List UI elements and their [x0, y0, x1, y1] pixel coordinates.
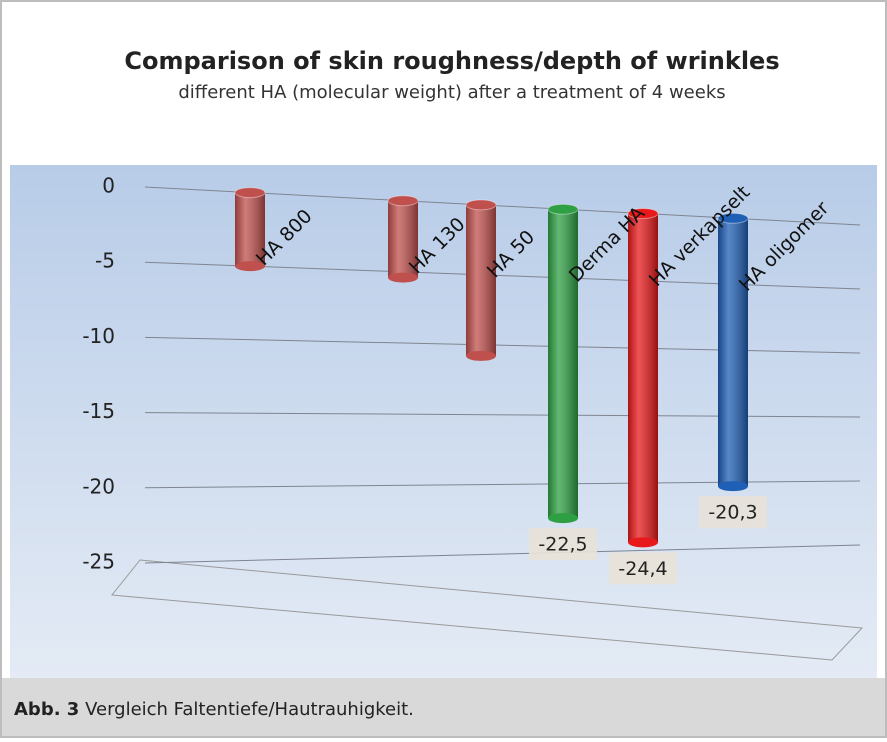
bar-shade	[388, 200, 418, 278]
value-label-box	[609, 552, 677, 585]
bar-shade	[628, 213, 658, 543]
value-label: -24,4	[618, 558, 667, 580]
bar-top	[547, 203, 579, 215]
bar-shade	[548, 209, 578, 519]
bar-bottom	[466, 350, 496, 361]
bar-top	[627, 207, 659, 219]
bar-top	[387, 195, 419, 207]
bar	[627, 207, 659, 548]
bar-bottom	[388, 272, 418, 283]
floor	[111, 559, 864, 661]
chart-title: Comparison of skin roughness/depth of wr…	[124, 47, 779, 75]
caption-band	[2, 678, 885, 736]
y-tick-label: -5	[95, 249, 115, 273]
chart-subtitle: different HA (molecular weight) after a …	[178, 82, 725, 103]
bar-bottom	[548, 513, 578, 524]
value-label-box	[529, 528, 597, 561]
bar-top	[717, 212, 749, 224]
bar-bottom	[235, 261, 265, 272]
bar	[387, 195, 419, 283]
bar	[234, 187, 266, 272]
bar	[547, 203, 579, 524]
bar-bottom	[718, 481, 748, 492]
caption: Abb. 3 Vergleich Faltentiefe/Hautrauhigk…	[14, 699, 414, 720]
grid-line	[144, 544, 861, 564]
value-label: -20,3	[708, 502, 757, 524]
caption-label: Abb. 3	[14, 699, 79, 720]
value-label-box	[699, 496, 767, 529]
bar-top	[465, 199, 497, 211]
y-tick-label: -25	[82, 550, 115, 574]
bar-bottom	[628, 537, 658, 548]
bar-shade	[235, 192, 265, 267]
bar-top	[234, 187, 266, 199]
y-tick-label: -20	[82, 474, 115, 498]
y-tick-label: -15	[82, 399, 115, 423]
bar-shade	[466, 204, 496, 356]
caption-text: Vergleich Faltentiefe/Hautrauhigkeit.	[85, 699, 414, 720]
bar	[717, 212, 749, 492]
bar	[465, 199, 497, 361]
y-tick-label: -10	[82, 324, 115, 348]
y-tick-label: 0	[102, 174, 115, 198]
bar-shade	[718, 218, 748, 487]
value-label: -22,5	[538, 534, 587, 556]
